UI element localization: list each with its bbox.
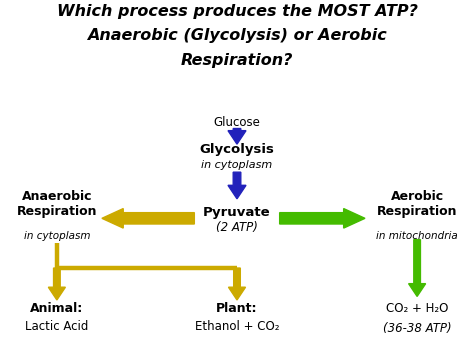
Text: Which process produces the MOST ATP?: Which process produces the MOST ATP? (56, 4, 418, 18)
Text: Glucose: Glucose (214, 116, 260, 129)
FancyArrow shape (228, 172, 246, 199)
Text: in cytoplasm: in cytoplasm (24, 231, 90, 241)
FancyArrow shape (280, 208, 365, 228)
Text: CO₂ + H₂O: CO₂ + H₂O (386, 302, 448, 315)
FancyArrow shape (409, 240, 426, 296)
Text: (36-38 ATP): (36-38 ATP) (383, 322, 451, 335)
Text: Respiration?: Respiration? (181, 53, 293, 68)
Text: Pyruvate: Pyruvate (203, 206, 271, 219)
FancyArrow shape (228, 268, 246, 300)
Text: Anaerobic (Glycolysis) or Aerobic: Anaerobic (Glycolysis) or Aerobic (87, 28, 387, 43)
Text: Lactic Acid: Lactic Acid (25, 320, 89, 333)
Text: (2 ATP): (2 ATP) (216, 222, 258, 234)
FancyArrow shape (102, 208, 194, 228)
FancyArrow shape (48, 268, 65, 300)
FancyArrow shape (228, 129, 246, 144)
Text: Animal:: Animal: (30, 302, 83, 315)
Text: Glycolysis: Glycolysis (200, 143, 274, 155)
Text: in mitochondria: in mitochondria (376, 231, 458, 241)
Text: Plant:: Plant: (216, 302, 258, 315)
Text: in cytoplasm: in cytoplasm (201, 160, 273, 170)
Text: Anaerobic
Respiration: Anaerobic Respiration (17, 190, 97, 218)
Text: Ethanol + CO₂: Ethanol + CO₂ (195, 320, 279, 333)
Text: Aerobic
Respiration: Aerobic Respiration (377, 190, 457, 218)
